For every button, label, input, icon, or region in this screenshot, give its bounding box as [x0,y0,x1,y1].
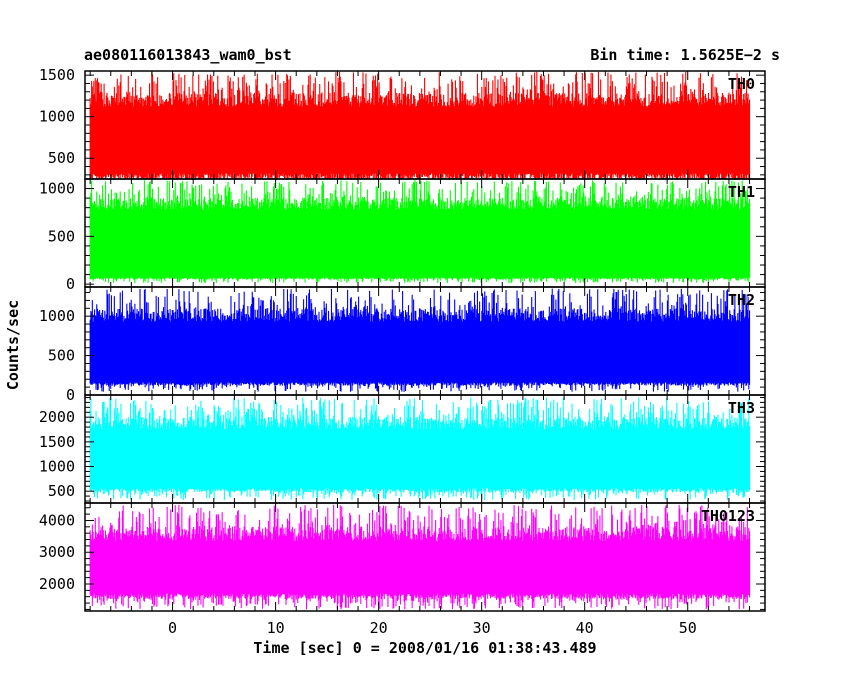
series-th3 [89,397,751,500]
y-tick-label: 3000 [39,543,75,561]
x-axis-label: Time [sec] 0 = 2008/01/16 01:38:43.489 [253,639,596,657]
y-tick-label: 1500 [39,66,75,84]
y-axis-label: Counts/sec [4,300,22,390]
y-tick-label: 0 [66,386,75,404]
series-th0123 [89,504,751,610]
panel-label-th3: TH3 [728,399,755,417]
x-tick-label: 0 [168,619,177,637]
x-tick-label: 20 [370,619,388,637]
panel-label-th1: TH1 [728,183,755,201]
y-tick-label: 2000 [39,408,75,426]
y-tick-label: 4000 [39,511,75,529]
x-tick-label: 30 [473,619,491,637]
y-tick-label: 1000 [39,307,75,325]
chart-title-right: Bin time: 1.5625E−2 s [590,46,780,64]
y-tick-label: 0 [66,275,75,293]
x-tick-label: 10 [267,619,285,637]
y-tick-label: 500 [48,482,75,500]
y-tick-label: 500 [48,149,75,167]
series-th1 [89,180,751,284]
series-th2 [89,288,751,392]
y-tick-label: 1000 [39,180,75,198]
panel-label-th2: TH2 [728,291,755,309]
x-tick-label: 50 [679,619,697,637]
series-th0 [89,71,751,179]
x-tick-label: 40 [576,619,594,637]
y-tick-label: 2000 [39,575,75,593]
chart-title-left: ae080116013843_wam0_bst [84,46,292,64]
y-tick-label: 500 [48,227,75,245]
y-tick-label: 1000 [39,458,75,476]
panel-frame-th0123 [84,502,766,612]
panel-label-th0: TH0 [728,75,755,93]
y-tick-label: 500 [48,347,75,365]
y-tick-label: 1500 [39,433,75,451]
panel-label-th0123: TH0123 [701,507,755,525]
y-tick-label: 1000 [39,108,75,126]
